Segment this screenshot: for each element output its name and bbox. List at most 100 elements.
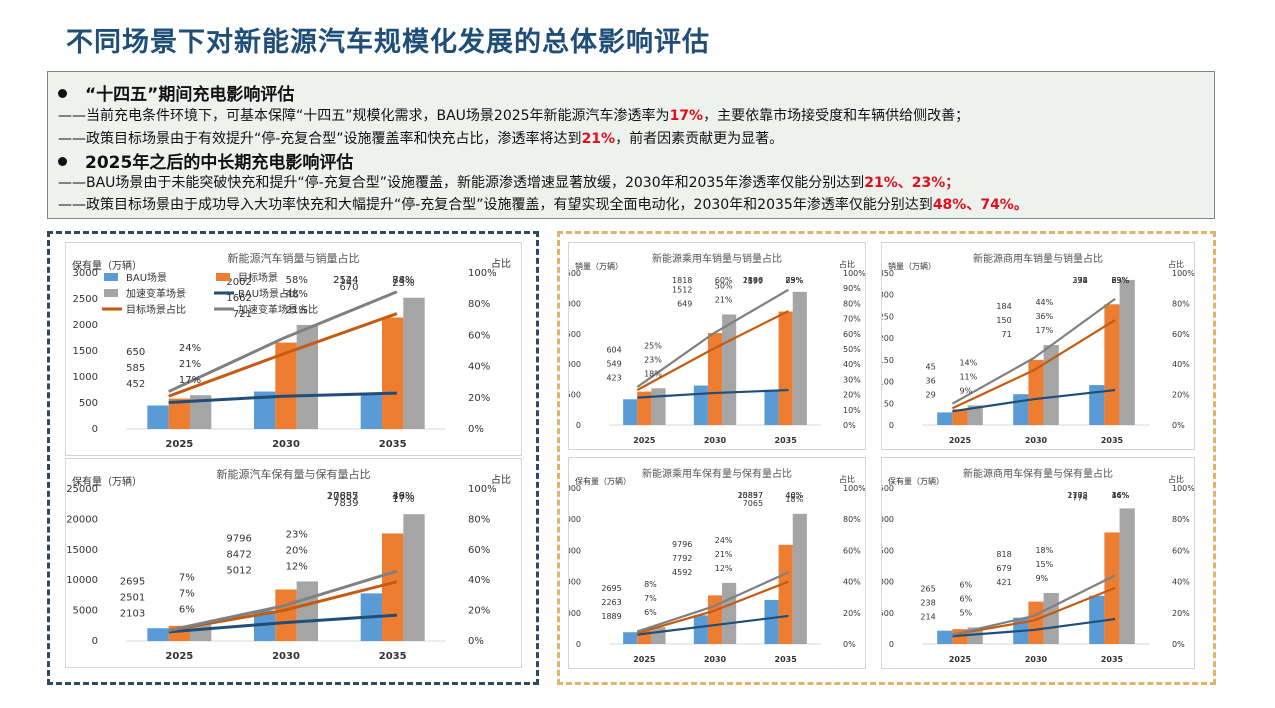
- line-1-text: ——当前充电条件环境下，可基本保障“十四五”规模化需求，BAU场景2025年新能…: [58, 108, 670, 124]
- bar: [403, 297, 425, 429]
- bar: [1043, 345, 1059, 425]
- line-value-label: 40%: [785, 491, 803, 500]
- bar: [1043, 592, 1059, 644]
- series-line: [168, 391, 397, 404]
- bar-value-label: 2524: [333, 275, 358, 286]
- line-value-label: 15%: [1035, 560, 1053, 569]
- line-value-label: 88%: [392, 275, 414, 286]
- y-tick-label: 50: [884, 399, 894, 408]
- bar: [1028, 601, 1044, 644]
- series-line: [952, 574, 1116, 636]
- bar: [1089, 385, 1105, 425]
- series-line: [637, 614, 789, 636]
- y2-tick-label: 20%: [843, 391, 861, 400]
- series-line: [637, 388, 789, 399]
- series-line: [951, 319, 1116, 410]
- y-tick-label: 25000: [569, 484, 581, 493]
- bar: [637, 391, 652, 425]
- y-axis-title: 保有量（万辆）: [888, 476, 944, 486]
- bar: [190, 395, 212, 429]
- heading-2-text: 2025年之后的中长期充电影响评估: [85, 153, 354, 173]
- y2-tick-label: 40%: [843, 360, 861, 369]
- line-value-label: 21%: [715, 550, 733, 559]
- line-value-label: 9%: [1035, 574, 1048, 583]
- y2-tick-label: 60%: [468, 545, 490, 556]
- y2-tick-label: 90%: [843, 284, 861, 293]
- bar-value-label: 818: [996, 550, 1011, 559]
- line-value-label: 48%: [286, 289, 308, 300]
- legend-swatch: [104, 273, 118, 281]
- bar-value-label: 2501: [120, 593, 145, 604]
- legend-swatch: [216, 273, 230, 281]
- line-value-label: 60%: [715, 276, 733, 285]
- bar: [778, 311, 793, 425]
- legend-swatch: [104, 289, 118, 297]
- y2-tick-label: 20%: [1172, 391, 1190, 400]
- bar-value-label: 7792: [672, 554, 692, 563]
- legend-label: BAU场景: [126, 271, 167, 284]
- y-tick-label: 3000: [73, 268, 98, 279]
- bar: [651, 627, 666, 644]
- x-tick-label: 2030: [704, 655, 727, 664]
- summary-line-3: ——BAU场景由于未能突破快充和提升“停-充复合型”设施覆盖，新能源渗透增速显著…: [58, 172, 959, 192]
- line-value-label: 6%: [959, 580, 972, 589]
- line-value-label: 18%: [1035, 546, 1053, 555]
- y-tick-label: 0: [92, 424, 98, 435]
- x-tick-label: 2035: [379, 651, 407, 662]
- line-1-tail: ，主要依靠市场接受度和车辆供给侧改善；: [703, 108, 970, 124]
- bar-value-label: 20857: [738, 491, 763, 500]
- bar-value-label: 2002: [226, 277, 251, 288]
- y2-tick-label: 0%: [468, 424, 484, 435]
- bar-value-label: 2173: [1067, 491, 1087, 500]
- x-tick-label: 2025: [633, 436, 656, 445]
- y2-tick-label: 40%: [468, 575, 490, 586]
- bar: [764, 389, 779, 425]
- page-title: 不同场景下对新能源汽车规模化发展的总体影响评估: [66, 27, 710, 58]
- line-value-label: 7%: [179, 589, 195, 600]
- bar-value-label: 1662: [226, 293, 251, 304]
- line-2-tail: ，前者因素贡献更为显著。: [615, 131, 784, 147]
- line-value-label: 18%: [644, 369, 662, 378]
- bar-value-label: 17685: [327, 491, 359, 502]
- chart-title: 新能源乘用车销量与销量占比: [652, 252, 782, 265]
- bar-value-label: 7839: [333, 498, 358, 509]
- bullet-icon: [58, 156, 67, 166]
- summary-line-2: ——政策目标场景由于有效提升“停-充复合型”设施覆盖率和快充占比，渗透率将达到2…: [58, 128, 783, 148]
- y-tick-label: 10000: [569, 578, 581, 587]
- y-tick-label: 2500: [882, 484, 894, 493]
- bar: [403, 514, 425, 641]
- line-value-label: 39%: [392, 491, 414, 502]
- x-tick-label: 2035: [1101, 655, 1124, 664]
- line-value-label: 11%: [959, 372, 977, 381]
- y2-tick-label: 100%: [468, 268, 497, 279]
- bar-value-label: 2695: [120, 577, 145, 588]
- heading-1-text: “十四五”期间充电影响评估: [85, 85, 295, 105]
- line-value-label: 83%: [1111, 276, 1129, 285]
- x-tick-label: 2030: [272, 651, 300, 662]
- line-value-label: 16%: [1111, 491, 1129, 500]
- bar-value-label: 71: [1001, 330, 1011, 339]
- series-line: [951, 297, 1116, 405]
- bar: [952, 409, 968, 425]
- y2-axis-title: 占比: [1168, 259, 1184, 269]
- bar: [296, 324, 318, 429]
- bar: [967, 405, 983, 425]
- series-line: [168, 569, 398, 632]
- y-tick-label: 1000: [569, 360, 581, 369]
- bar-value-label: 585: [126, 363, 145, 374]
- x-tick-label: 2030: [1025, 655, 1048, 664]
- y-axis-title: 销量（万辆）: [888, 261, 936, 271]
- series-line: [636, 288, 790, 388]
- line-value-label: 8%: [644, 580, 657, 589]
- y-tick-label: 2500: [569, 269, 581, 278]
- x-tick-label: 2035: [379, 439, 407, 450]
- y-axis-title: 保有量（万辆）: [72, 259, 142, 272]
- line-3-text: ——BAU场景由于未能突破快充和提升“停-充复合型”设施覆盖，新能源渗透增速显著…: [58, 175, 865, 191]
- y-tick-label: 150: [882, 356, 894, 365]
